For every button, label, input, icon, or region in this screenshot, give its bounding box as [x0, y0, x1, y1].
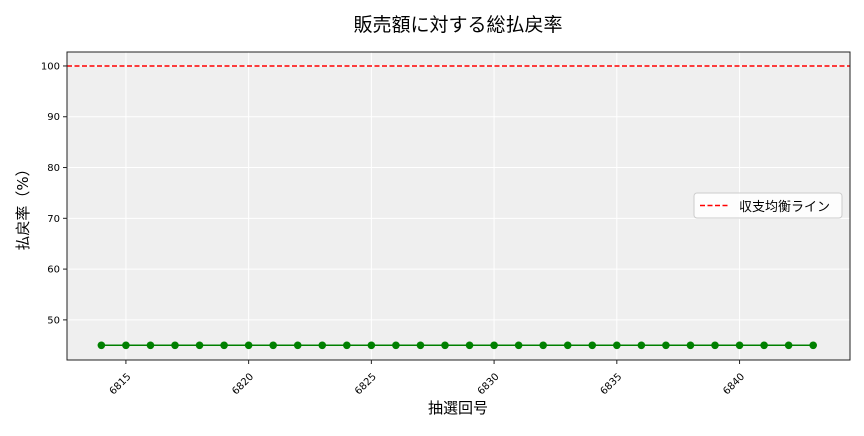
data-point [343, 341, 351, 350]
data-point [220, 341, 228, 350]
data-point [97, 341, 106, 350]
x-axis-label: 抽選回号 [428, 399, 488, 417]
y-tick-label: 80 [47, 163, 60, 174]
data-point [637, 341, 646, 350]
y-tick-label: 60 [47, 265, 60, 276]
data-point [465, 341, 474, 350]
y-axis-label: 払戻率（%） [14, 161, 32, 250]
data-point [392, 341, 400, 350]
data-point [539, 341, 547, 350]
data-point [441, 341, 449, 350]
data-point [490, 341, 498, 350]
data-point [318, 341, 327, 350]
data-point [514, 341, 523, 350]
legend-label: 収支均衡ライン [739, 200, 830, 215]
plot-frame [66, 51, 851, 361]
data-point [146, 341, 155, 350]
x-tick-label: 6815 [108, 371, 134, 397]
x-tick-label: 6840 [721, 371, 747, 397]
data-point [367, 341, 376, 350]
chart-title: 販売額に対する総払戻率 [353, 14, 562, 36]
data-point [244, 341, 253, 350]
data-point [171, 341, 179, 350]
x-tick-label: 6835 [599, 371, 625, 397]
data-point [269, 341, 277, 350]
y-tick-label: 90 [47, 112, 60, 123]
data-point [195, 341, 204, 350]
data-point [662, 341, 670, 350]
data-point [735, 341, 744, 350]
data-point [686, 341, 695, 350]
data-point [122, 341, 130, 350]
data-point [563, 341, 572, 350]
y-tick-label: 50 [47, 315, 60, 326]
data-point [613, 341, 621, 350]
data-point [416, 341, 425, 350]
legend: 収支均衡ライン [693, 192, 843, 219]
x-tick-label: 6820 [230, 371, 256, 397]
x-tick-label: 6830 [476, 371, 502, 397]
y-tick-label: 100 [41, 61, 60, 72]
data-point [588, 341, 597, 350]
x-tick-label: 6825 [353, 371, 379, 397]
data-point [711, 341, 719, 350]
data-point [784, 341, 793, 350]
data-point [809, 341, 817, 350]
data-point [293, 341, 302, 350]
y-tick-label: 70 [47, 214, 60, 225]
data-point [760, 341, 768, 350]
